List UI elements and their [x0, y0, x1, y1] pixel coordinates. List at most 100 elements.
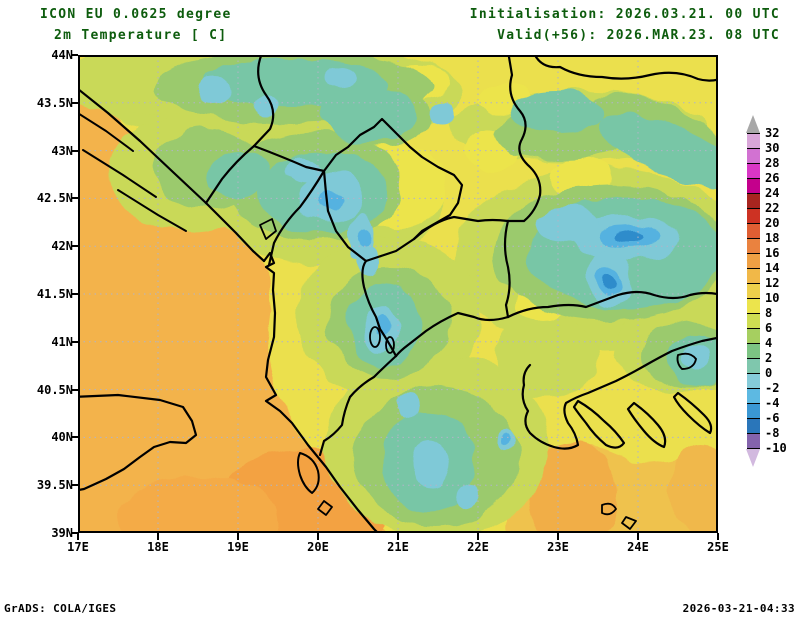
gridlines — [78, 55, 718, 533]
lat-tick-mark — [71, 293, 78, 295]
lat-tick-label: 39.5N — [36, 478, 73, 493]
lat-tick-mark — [71, 340, 78, 343]
lon-tick-label: 19E — [227, 540, 249, 554]
lon-tick-mark — [637, 533, 639, 540]
lat-tick-mark — [71, 532, 78, 534]
colorbar-box — [746, 238, 760, 253]
temperature-map-svg — [78, 55, 718, 533]
colorbar-box — [746, 283, 760, 298]
colorbar-tick-label: 20 — [765, 216, 780, 230]
map-frame — [78, 55, 718, 533]
lon-tick-mark — [157, 533, 159, 540]
colorbar-box — [746, 388, 760, 403]
lon-tick-mark — [717, 533, 719, 540]
lat-tick-label: 41.5N — [36, 287, 73, 301]
field-title: 2m Temperature [ C] — [54, 28, 228, 43]
colorbar-tick-label: 28 — [765, 156, 780, 170]
lat-tick-mark — [71, 101, 78, 104]
colorbar-tick-label: 18 — [765, 231, 780, 245]
colorbar-tick-label: -10 — [765, 441, 787, 455]
colorbar-box — [746, 298, 760, 313]
lon-tick-label: 22E — [467, 540, 489, 554]
lon-tick-label: 24E — [627, 540, 649, 554]
lat-tick-label: 42N — [51, 239, 73, 254]
colorbar-tick-label: 4 — [765, 336, 773, 350]
colorbar-tick-label: 26 — [765, 171, 780, 185]
colorbar-box — [746, 328, 760, 343]
lon-tick-label: 17E — [67, 540, 89, 554]
lat-tick-label: 43N — [51, 143, 73, 158]
colorbar-box — [746, 208, 760, 223]
colorbar-box — [746, 223, 760, 238]
lat-tick-mark — [71, 436, 78, 439]
colorbar-box — [746, 163, 760, 178]
lat-tick-mark — [71, 149, 78, 152]
colorbar-tick-label: 16 — [765, 246, 780, 260]
lon-tick-label: 18E — [147, 540, 169, 554]
colorbar-box — [746, 253, 760, 268]
colorbar-tick-label: 10 — [765, 291, 780, 305]
colorbar-arrow-down-icon — [746, 449, 760, 467]
lon-tick-mark — [317, 533, 319, 540]
lat-tick-label: 42.5N — [36, 191, 73, 206]
colorbar-boxes — [746, 133, 796, 449]
colorbar-box — [746, 133, 760, 148]
lon-tick-label: 21E — [387, 540, 409, 554]
colorbar-tick-label: 14 — [765, 261, 780, 275]
colorbar-tick-label: 32 — [765, 126, 780, 140]
colorbar-tick-label: 2 — [765, 351, 773, 365]
colorbar-arrow-up-icon — [746, 115, 760, 133]
lon-tick-mark — [77, 533, 79, 540]
colorbar-box — [746, 358, 760, 373]
colorbar-tick-label: -2 — [765, 381, 780, 395]
colorbar-tick-label: 12 — [765, 276, 780, 290]
lat-tick-label: 40.5N — [36, 382, 73, 397]
country-borders — [78, 55, 718, 533]
lon-tick-mark — [397, 533, 399, 540]
colorbar-box — [746, 178, 760, 193]
lat-tick-label: 43.5N — [36, 95, 73, 110]
lat-tick-mark — [71, 484, 78, 487]
colorbar-box — [746, 343, 760, 358]
lat-tick-mark — [71, 388, 78, 391]
lon-tick-label: 20E — [307, 540, 329, 554]
lon-tick-mark — [477, 533, 479, 540]
lon-tick-mark — [557, 533, 559, 540]
colorbar-box — [746, 313, 760, 328]
colorbar-box — [746, 403, 760, 418]
valid-time: Valid(+56): 2026.MAR.23. 08 UTC — [497, 28, 780, 43]
colorbar-tick-label: 6 — [765, 321, 773, 335]
model-title: ICON EU 0.0625 degree — [40, 7, 232, 22]
map-plot — [78, 55, 718, 533]
lat-tick-mark — [71, 197, 78, 200]
creation-timestamp: 2026-03-21-04:33 — [682, 602, 795, 615]
lon-tick-label: 25E — [707, 540, 729, 554]
lat-tick-mark — [71, 245, 78, 248]
temperature-field — [78, 55, 718, 533]
lat-tick-label: 44N — [51, 48, 73, 62]
grads-credit: GrADS: COLA/IGES — [4, 602, 117, 615]
colorbar-tick-label: -6 — [765, 411, 780, 425]
lon-tick-mark — [237, 533, 239, 540]
temperature-colorbar: 32 30 28 26 24 22 20 18 16 14 12 10 8 6 4 2 0 -2 -4 -6 -8 -10 — [746, 115, 796, 467]
colorbar-box — [746, 268, 760, 283]
colorbar-tick-label: 22 — [765, 201, 780, 215]
lat-tick-label: 39N — [51, 526, 73, 540]
colorbar-tick-label: -8 — [765, 426, 780, 440]
colorbar-box — [746, 433, 760, 449]
lon-tick-label: 23E — [547, 540, 569, 554]
colorbar-box — [746, 373, 760, 388]
lat-tick-mark — [71, 54, 78, 56]
colorbar-box — [746, 418, 760, 433]
colorbar-tick-label: 24 — [765, 186, 780, 200]
colorbar-tick-label: 0 — [765, 366, 773, 380]
colorbar-box — [746, 193, 760, 208]
lat-tick-label: 40N — [51, 430, 73, 445]
colorbar-tick-label: -4 — [765, 396, 780, 410]
colorbar-tick-label: 8 — [765, 306, 773, 320]
colorbar-tick-label: 30 — [765, 141, 780, 155]
lat-tick-label: 41N — [51, 334, 73, 349]
colorbar-box — [746, 148, 760, 163]
initialisation-time: Initialisation: 2026.03.21. 00 UTC — [469, 7, 780, 22]
